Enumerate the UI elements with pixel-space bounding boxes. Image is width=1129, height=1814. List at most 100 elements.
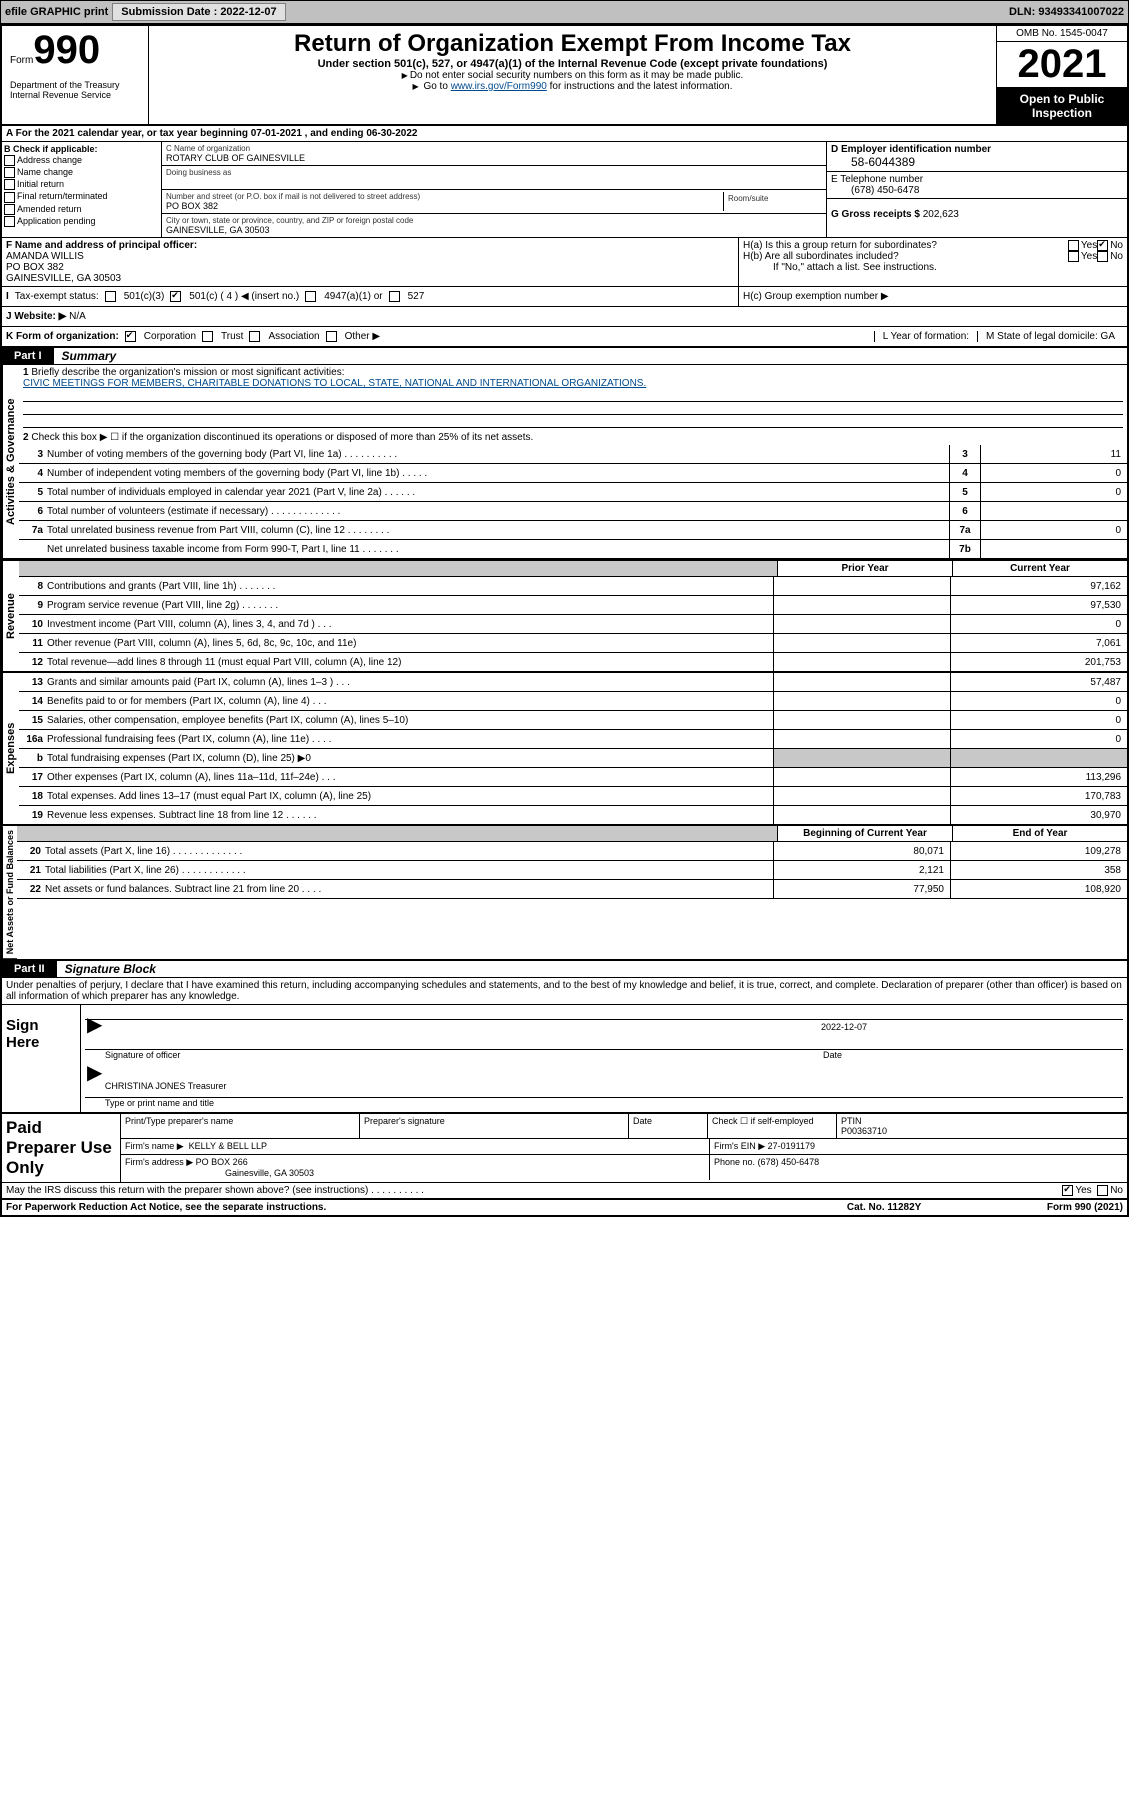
dept-label: Department of the Treasury Internal Reve…	[10, 80, 140, 100]
cb-label: Name change	[17, 167, 73, 177]
form-note-1: Do not enter social security numbers on …	[153, 70, 992, 81]
sig-date-label: Date	[823, 1050, 1123, 1060]
irs-link[interactable]: www.irs.gov/Form990	[451, 81, 547, 92]
c-city-row: City or town, state or province, country…	[162, 214, 826, 237]
no-label: No	[1110, 240, 1123, 251]
row-f-h: F Name and address of principal officer:…	[2, 238, 1127, 287]
k-o1: Corporation	[144, 331, 196, 342]
ein-label: D Employer identification number	[831, 144, 1123, 155]
data-line: 20Total assets (Part X, line 16) . . . .…	[17, 842, 1127, 861]
header-title-block: Return of Organization Exempt From Incom…	[149, 26, 996, 124]
form-subtitle: Under section 501(c), 527, or 4947(a)(1)…	[153, 58, 992, 70]
mission-text[interactable]: CIVIC MEETINGS FOR MEMBERS, CHARITABLE D…	[23, 378, 646, 389]
ptin-label: PTIN	[841, 1116, 862, 1126]
m-label: M State of legal domicile: GA	[977, 331, 1123, 342]
discuss-text: May the IRS discuss this return with the…	[6, 1185, 1062, 1196]
discuss-no-cb[interactable]	[1097, 1185, 1108, 1196]
end-year-header: End of Year	[952, 826, 1127, 841]
firm-phone-label: Phone no.	[714, 1157, 755, 1167]
cb-corporation[interactable]	[125, 331, 136, 342]
firm-addr1: PO BOX 266	[196, 1157, 248, 1167]
gov-line: 5Total number of individuals employed in…	[19, 483, 1127, 502]
ha-yes-cb[interactable]	[1068, 240, 1079, 251]
begin-end-header: Beginning of Current Year End of Year	[17, 826, 1127, 842]
discuss-row: May the IRS discuss this return with the…	[2, 1182, 1127, 1198]
cb-501c[interactable]	[170, 291, 181, 302]
header-right-box: OMB No. 1545-0047 2021 Open to Public In…	[996, 26, 1127, 124]
data-line: 19Revenue less expenses. Subtract line 1…	[19, 806, 1127, 825]
section-revenue: Revenue Prior Year Current Year 8Contrib…	[2, 559, 1127, 672]
hb-no-cb[interactable]	[1097, 251, 1108, 262]
form-note-2: Go to www.irs.gov/Form990 for instructio…	[153, 81, 992, 92]
k-o2: Trust	[221, 331, 243, 342]
vlabel-governance: Activities & Governance	[2, 365, 19, 559]
submission-date-button[interactable]: Submission Date : 2022-12-07	[112, 3, 285, 21]
no-label: No	[1110, 251, 1123, 262]
cb-527[interactable]	[389, 291, 400, 302]
cb-amended[interactable]: Amended return	[4, 204, 159, 215]
dln-label: DLN: 93493341007022	[1009, 6, 1124, 18]
ptin-value: P00363710	[841, 1126, 887, 1136]
footer-left: For Paperwork Reduction Act Notice, see …	[6, 1202, 847, 1213]
line-1: 1 Briefly describe the organization's mi…	[19, 365, 1127, 430]
cb-final-return[interactable]: Final return/terminated	[4, 191, 159, 202]
form-footer: For Paperwork Reduction Act Notice, see …	[2, 1198, 1127, 1215]
cb-application-pending[interactable]: Application pending	[4, 216, 159, 227]
city-label: City or town, state or province, country…	[166, 216, 822, 225]
part-ii-title: Signature Block	[57, 962, 156, 976]
website-value: N/A	[69, 311, 86, 322]
i-label: Tax-exempt status:	[15, 291, 99, 302]
form-header: Form990 Department of the Treasury Inter…	[2, 26, 1127, 126]
form-number: 990	[33, 28, 100, 72]
c-addr-row: Number and street (or P.O. box if mail i…	[162, 190, 826, 214]
org-name: ROTARY CLUB OF GAINESVILLE	[166, 153, 822, 163]
paid-preparer-label: Paid Preparer Use Only	[2, 1114, 121, 1182]
col-h: H(a) Is this a group return for subordin…	[739, 238, 1127, 286]
data-line: 17Other expenses (Part IX, column (A), l…	[19, 768, 1127, 787]
data-line: 10Investment income (Part VIII, column (…	[19, 615, 1127, 634]
block-bcd: B Check if applicable: Address change Na…	[2, 142, 1127, 238]
city-state-zip: GAINESVILLE, GA 30503	[166, 225, 822, 235]
cb-address-change[interactable]: Address change	[4, 155, 159, 166]
data-line: 12Total revenue—add lines 8 through 11 (…	[19, 653, 1127, 672]
data-line: bTotal fundraising expenses (Part IX, co…	[19, 749, 1127, 768]
cb-initial-return[interactable]: Initial return	[4, 179, 159, 190]
gross-cell: G Gross receipts $ 202,623	[827, 199, 1127, 222]
cb-other[interactable]	[326, 331, 337, 342]
l-label: L Year of formation:	[874, 331, 977, 342]
gov-line: 7aTotal unrelated business revenue from …	[19, 521, 1127, 540]
ha-no-cb[interactable]	[1097, 240, 1108, 251]
no-label: No	[1110, 1185, 1123, 1196]
form-id-box: Form990 Department of the Treasury Inter…	[2, 26, 149, 124]
hb-yes-cb[interactable]	[1068, 251, 1079, 262]
prior-year-header: Prior Year	[777, 561, 952, 576]
cb-name-change[interactable]: Name change	[4, 167, 159, 178]
data-line: 15Salaries, other compensation, employee…	[19, 711, 1127, 730]
firm-label: Firm's name ▶	[125, 1141, 184, 1151]
sign-date: 2022-12-07	[821, 1022, 1121, 1047]
yes-label: Yes	[1081, 240, 1097, 251]
note2-post: for instructions and the latest informat…	[547, 81, 733, 92]
cb-501c3[interactable]	[105, 291, 116, 302]
discuss-yes-cb[interactable]	[1062, 1185, 1073, 1196]
i-o2: 501(c) ( 4 ) ◀ (insert no.)	[189, 291, 299, 302]
ein-value: 58-6044389	[831, 155, 1123, 169]
cb-association[interactable]	[249, 331, 260, 342]
prep-sig-header: Preparer's signature	[360, 1114, 629, 1138]
i-o1: 501(c)(3)	[124, 291, 165, 302]
tax-year: 2021	[997, 42, 1127, 88]
paid-preparer-block: Paid Preparer Use Only Print/Type prepar…	[2, 1112, 1127, 1182]
c-name-row: C Name of organization ROTARY CLUB OF GA…	[162, 142, 826, 166]
cb-trust[interactable]	[202, 331, 213, 342]
i-o3: 4947(a)(1) or	[324, 291, 382, 302]
form-word: Form	[10, 55, 33, 66]
firm-ein: 27-0191179	[768, 1141, 815, 1151]
gov-line: 3Number of voting members of the governi…	[19, 445, 1127, 464]
officer-addr2: GAINESVILLE, GA 30503	[6, 273, 734, 284]
open-public-label: Open to Public Inspection	[997, 88, 1127, 124]
cb-4947[interactable]	[305, 291, 316, 302]
data-line: 8Contributions and grants (Part VIII, li…	[19, 577, 1127, 596]
cb-label: Application pending	[17, 216, 96, 226]
line-a: A For the 2021 calendar year, or tax yea…	[2, 126, 1127, 142]
efile-label: efile GRAPHIC print	[5, 6, 108, 18]
